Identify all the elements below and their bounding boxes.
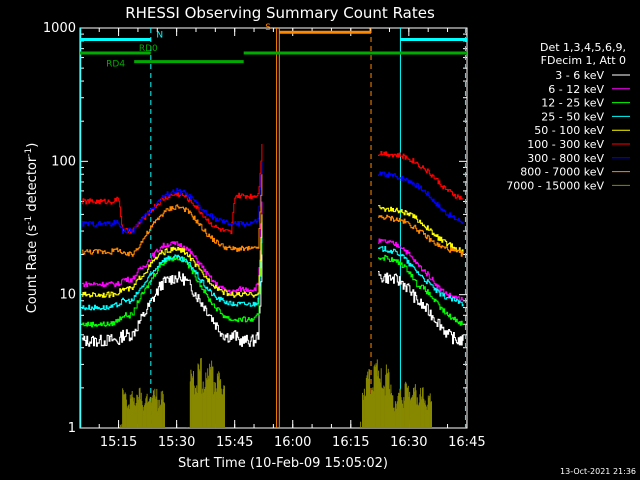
legend-label: 100 - 300 keV [527,138,604,151]
state-label: S [265,23,271,33]
y-tick-label: 100 [51,154,76,169]
y-label-part-2: detector [25,156,40,216]
series-line [378,246,464,307]
x-tick-label: 16:30 [390,435,427,450]
series-line [81,174,263,257]
x-tick-label: 15:15 [100,435,137,450]
series-line [81,214,263,298]
x-axis-label: Start Time (10-Feb-09 15:05:02) [178,456,388,471]
legend-label: 50 - 100 keV [534,124,604,137]
series-line [81,231,263,328]
legend-item: 800 - 7000 keV [520,166,630,179]
chart-title: RHESSI Observing Summary Count Rates [125,4,435,22]
series-line [81,222,263,311]
legend-header-line-1: Det 1,3,4,5,6,9, [540,41,626,54]
series-line [378,151,464,200]
x-tick-label: 16:15 [332,435,369,450]
legend-item: 6 - 12 keV [548,83,630,96]
legend: Det 1,3,4,5,6,9, FDecim 1, Att 0 3 - 6 k… [506,41,630,192]
x-tick-label: 16:45 [448,435,485,450]
series-line [378,171,464,224]
legend-item: 100 - 300 keV [527,138,630,151]
legend-label: 7000 - 15000 keV [506,179,604,192]
y-label-part-3: ) [25,143,40,148]
series-line [81,201,263,295]
x-tick-label: 16:00 [274,435,311,450]
series-line [378,214,464,257]
y-label-superscript-1: -1 [24,216,34,225]
legend-item: 25 - 50 keV [541,110,630,123]
legend-item: 3 - 6 keV [555,69,630,82]
series-line [378,205,464,253]
series-lines [81,144,464,428]
y-tick-label: 10 [59,288,76,303]
attenuator-markers: N RD0 RD4 S [80,23,467,428]
x-tick-label: 15:45 [216,435,253,450]
series-line [81,161,263,234]
state-label: RD4 [106,60,125,70]
x-tick-label: 15:30 [158,435,195,450]
legend-label: 12 - 25 keV [541,97,604,110]
legend-item: 300 - 800 keV [527,152,630,165]
y-label-superscript-2: -1 [24,148,34,157]
series-line [378,271,464,346]
legend-item: 12 - 25 keV [541,97,630,110]
y-label-part-1: Count Rate (s [25,225,40,314]
series-line [81,254,263,347]
legend-label: 300 - 800 keV [527,152,604,165]
state-label: N [156,30,163,40]
legend-label: 25 - 50 keV [541,110,604,123]
series-line [378,254,464,326]
timestamp: 13-Oct-2021 21:36 [560,467,636,476]
legend-item: 7000 - 15000 keV [506,179,630,192]
series-line [81,144,263,235]
y-tick-label: 1 [68,421,76,436]
legend-label: 800 - 7000 keV [520,166,604,179]
series-line [378,238,464,301]
legend-item: 50 - 100 keV [534,124,630,137]
y-axis-label: Count Rate (s-1 detector-1) [24,143,40,314]
legend-label: 6 - 12 keV [548,83,604,96]
legend-label: 3 - 6 keV [555,69,604,82]
y-tick-label: 1000 [43,21,76,36]
legend-header-line-2: FDecim 1, Att 0 [541,54,626,67]
state-label: RD0 [139,44,158,54]
